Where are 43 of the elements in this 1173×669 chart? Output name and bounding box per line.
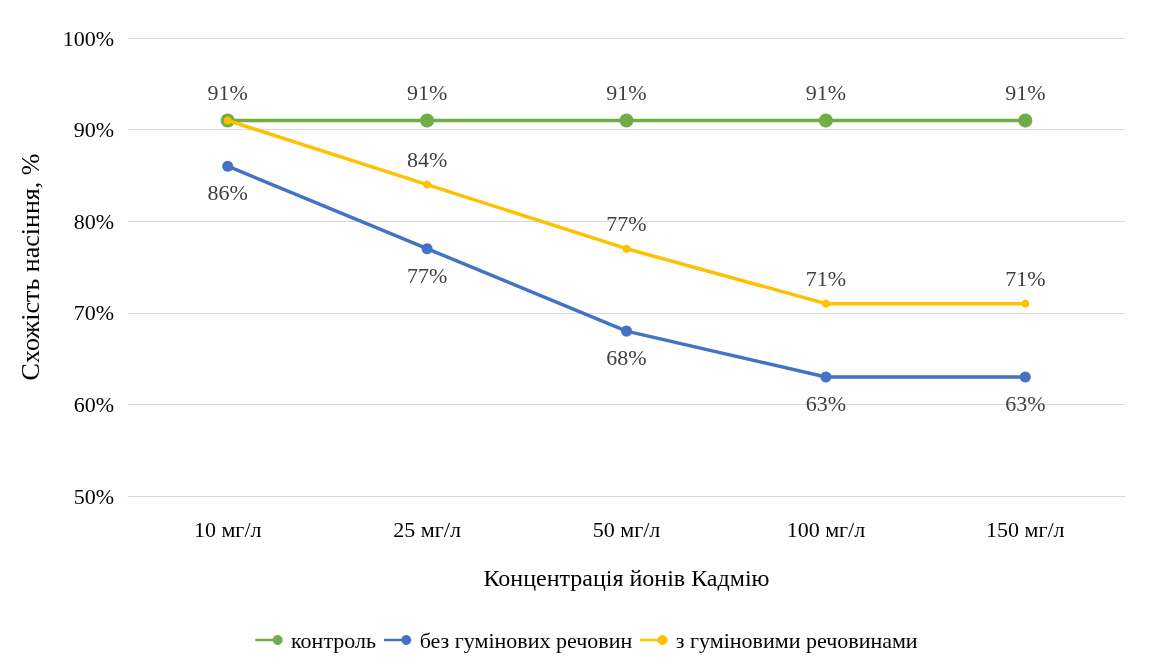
x-axis-title: Концентрація йонів Кадмію xyxy=(483,565,770,591)
point xyxy=(420,113,435,128)
data-label: 63% xyxy=(1005,390,1046,416)
point xyxy=(421,243,433,255)
point xyxy=(821,299,830,308)
point xyxy=(619,113,634,128)
point xyxy=(222,160,234,172)
y-tick-label: 80% xyxy=(73,208,114,234)
legend-label: без гумінових речовин xyxy=(419,627,633,653)
y-axis-title: Схожість насіння, % xyxy=(15,153,45,381)
legend-label: з гуміновими речовинами xyxy=(675,627,918,653)
data-label: 91% xyxy=(207,79,248,105)
point xyxy=(1018,113,1033,128)
point xyxy=(820,371,832,383)
data-label: 91% xyxy=(606,79,647,105)
data-label: 63% xyxy=(805,390,847,416)
data-label: 91% xyxy=(406,79,448,105)
x-tick-label: 25 мг/л xyxy=(393,516,461,542)
data-label: 91% xyxy=(1005,79,1046,105)
x-tick-label: 100 мг/л xyxy=(786,516,866,542)
x-tick-label: 50 мг/л xyxy=(592,516,661,542)
data-label: 77% xyxy=(406,262,448,288)
data-label: 68% xyxy=(606,345,647,371)
point xyxy=(818,113,833,128)
point xyxy=(622,244,631,253)
y-tick-label: 90% xyxy=(73,117,114,143)
y-tick-label: 100% xyxy=(62,25,114,51)
y-tick-label: 60% xyxy=(73,391,114,417)
x-tick-label: 150 мг/л xyxy=(986,516,1065,542)
data-label: 71% xyxy=(1005,266,1046,292)
data-label: 71% xyxy=(805,266,847,292)
point xyxy=(423,180,432,189)
data-label: 77% xyxy=(606,211,647,237)
y-tick-label: 50% xyxy=(73,483,114,509)
y-tick-label: 70% xyxy=(73,300,114,326)
point xyxy=(621,325,632,337)
x-tick-label: 10 мг/л xyxy=(193,516,262,542)
point xyxy=(1021,299,1030,308)
data-label: 91% xyxy=(805,79,847,105)
point xyxy=(1019,371,1031,383)
data-label: 86% xyxy=(207,180,248,206)
data-label: 84% xyxy=(406,147,448,173)
legend-label: контроль xyxy=(291,627,376,653)
